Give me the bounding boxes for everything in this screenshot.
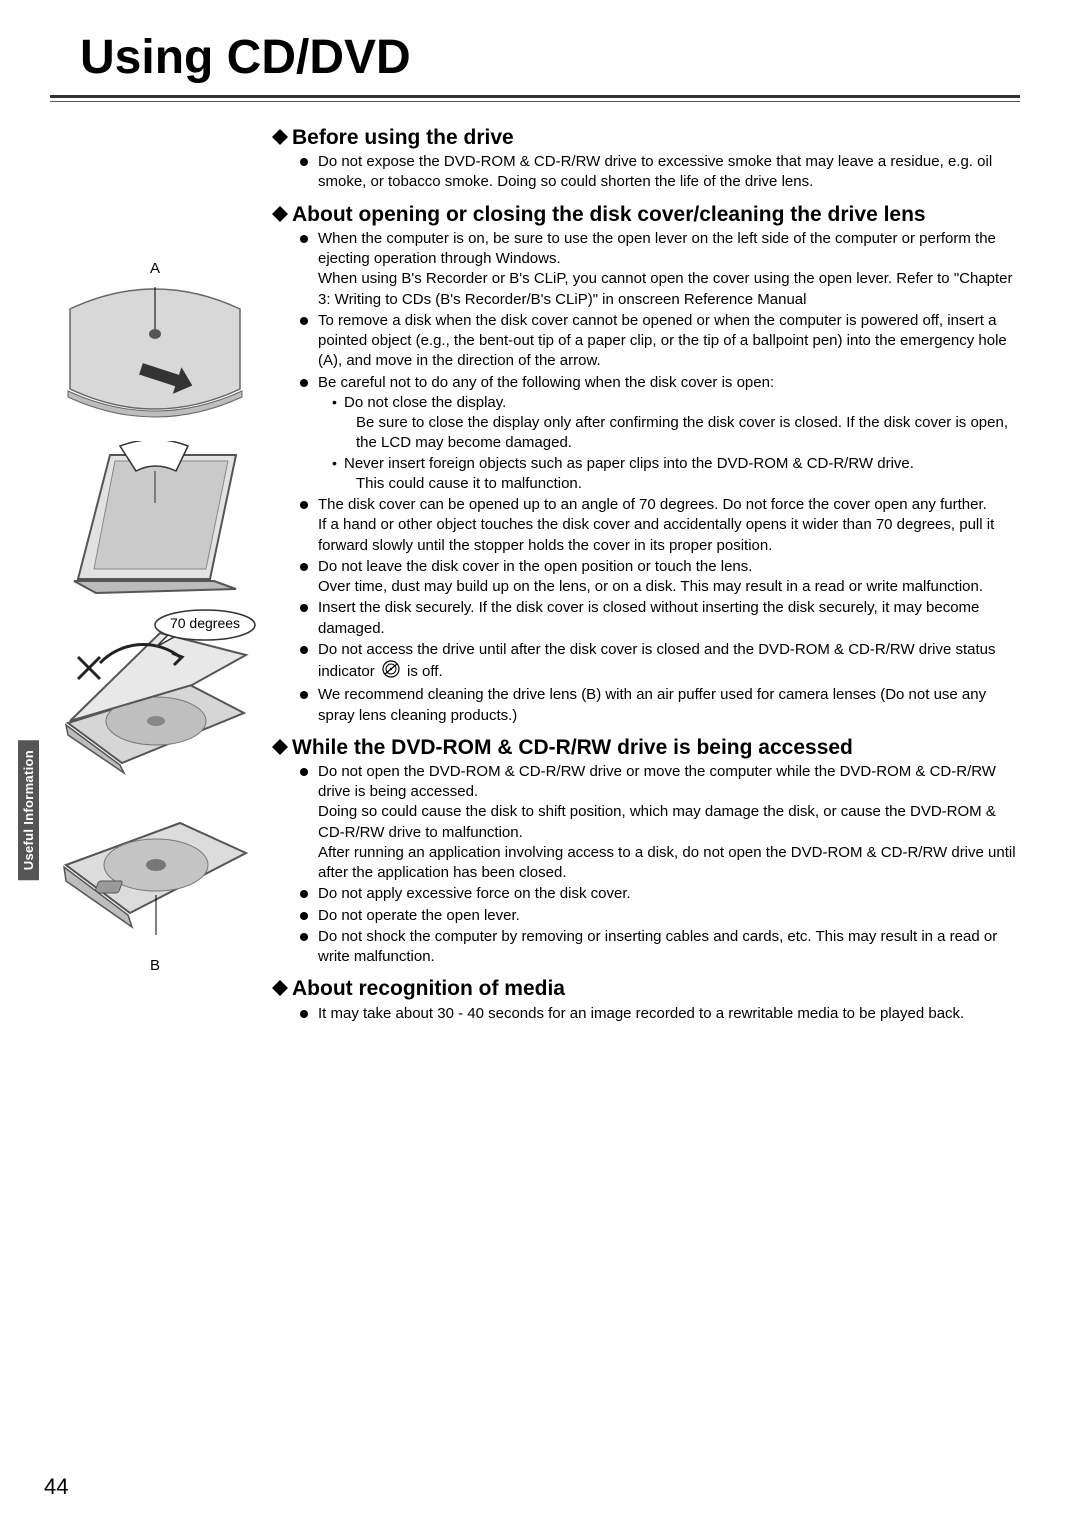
figure-column: A [50, 120, 260, 1034]
disc-status-icon [381, 660, 401, 684]
angle-bubble: 70 degrees [150, 615, 260, 631]
list-item: Do not apply excessive force on the disk… [300, 884, 1020, 904]
sub-list-item: Do not close the display.Be sure to clos… [332, 393, 1020, 454]
list-item: Do not operate the open lever. [300, 906, 1020, 926]
list-item: Do not shock the computer by removing or… [300, 927, 1020, 968]
figure-laptop-side [60, 441, 250, 601]
diamond-icon [272, 206, 288, 222]
title-rule [50, 95, 1020, 102]
list-item: We recommend cleaning the drive lens (B)… [300, 685, 1020, 726]
list-item: It may take about 30 - 40 seconds for an… [300, 1004, 1020, 1024]
list-item: Do not open the DVD-ROM & CD-R/RW drive … [300, 762, 1020, 884]
sub-list-item: Never insert foreign objects such as pap… [332, 454, 1020, 495]
page-title: Using CD/DVD [80, 30, 1020, 85]
figure-drive-lens [60, 795, 250, 945]
side-tab-useful-information: Useful Information [18, 740, 39, 880]
section-heading: About recognition of media [272, 977, 1020, 1001]
figure-cover-angle: 70 degrees [60, 613, 250, 783]
diamond-icon [272, 129, 288, 145]
figure-label-a: A [50, 260, 260, 277]
text-column: Before using the driveDo not expose the … [272, 120, 1020, 1034]
bullet-list: Do not open the DVD-ROM & CD-R/RW drive … [300, 762, 1020, 968]
section-heading-text: About recognition of media [292, 977, 565, 1001]
figure-label-b: B [50, 957, 260, 974]
diamond-icon [272, 739, 288, 755]
bullet-list: When the computer is on, be sure to use … [300, 229, 1020, 726]
section-heading-text: About opening or closing the disk cover/… [292, 203, 926, 227]
bullet-list: It may take about 30 - 40 seconds for an… [300, 1004, 1020, 1024]
list-item: To remove a disk when the disk cover can… [300, 311, 1020, 372]
sub-list: Do not close the display.Be sure to clos… [332, 393, 1020, 494]
list-item: The disk cover can be opened up to an an… [300, 495, 1020, 556]
bullet-list: Do not expose the DVD-ROM & CD-R/RW driv… [300, 152, 1020, 193]
section-heading: Before using the drive [272, 126, 1020, 150]
page-number: 44 [44, 1474, 68, 1500]
list-item: When the computer is on, be sure to use … [300, 229, 1020, 310]
list-item: Be careful not to do any of the followin… [300, 373, 1020, 495]
section-heading: About opening or closing the disk cover/… [272, 203, 1020, 227]
diamond-icon [272, 980, 288, 996]
list-item: Do not expose the DVD-ROM & CD-R/RW driv… [300, 152, 1020, 193]
section-heading-text: Before using the drive [292, 126, 514, 150]
list-item: Insert the disk securely. If the disk co… [300, 598, 1020, 639]
section-heading: While the DVD-ROM & CD-R/RW drive is bei… [272, 736, 1020, 760]
list-item: Do not leave the disk cover in the open … [300, 557, 1020, 598]
figure-emergency-hole [60, 279, 250, 429]
list-item: Do not access the drive until after the … [300, 640, 1020, 685]
section-heading-text: While the DVD-ROM & CD-R/RW drive is bei… [292, 736, 853, 760]
